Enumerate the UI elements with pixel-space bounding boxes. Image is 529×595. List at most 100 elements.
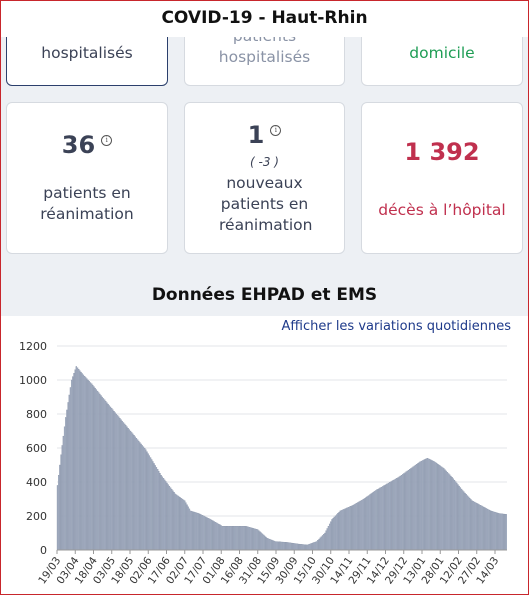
chart-bar [127, 428, 129, 551]
chart-bar [503, 513, 505, 551]
chart-bar [94, 387, 96, 551]
chart-bar [107, 403, 109, 551]
y-tick-label: 0 [40, 544, 47, 557]
chart-bar [379, 487, 381, 551]
chart-bar [95, 389, 98, 551]
chart-bar [381, 486, 384, 551]
chart-bar [284, 542, 286, 551]
chart-bar [116, 415, 119, 551]
chart-bar [111, 408, 113, 551]
toggle-daily-variations-link[interactable]: Afficher les variations quotidiennes [281, 319, 512, 334]
chart-bar [153, 463, 155, 551]
chart-bar [338, 511, 340, 551]
chart-bar [167, 484, 169, 551]
chart-bar [189, 510, 192, 551]
chart-bar [242, 526, 245, 551]
chart-bar [457, 484, 459, 551]
chart-bar [313, 542, 315, 551]
chart-bar [103, 399, 106, 551]
chart-bar [310, 543, 312, 551]
chart-bar [199, 513, 201, 551]
info-icon[interactable]: i [101, 135, 113, 146]
chart-bar [138, 440, 140, 551]
chart-bar [248, 527, 251, 551]
chart-bar [124, 423, 126, 551]
chart-bar [450, 475, 452, 551]
chart-bar [458, 485, 460, 551]
chart-bar [101, 396, 103, 551]
chart-bar [436, 463, 438, 551]
chart-bar [93, 386, 95, 551]
chart-bar [424, 459, 426, 551]
card-label: hospitalisés [218, 48, 311, 66]
chart-bar [367, 495, 370, 551]
chart-bar [378, 488, 380, 551]
chart-bar [114, 412, 116, 551]
chart-bar [195, 512, 198, 551]
chart-bar [452, 478, 454, 551]
card-label: domicile [409, 44, 475, 62]
chart-bar [275, 541, 278, 551]
chart-bar [75, 366, 77, 551]
chart-bar [360, 500, 363, 551]
card-deces-hopital[interactable]: 1 392 décès à l’hôpital [361, 102, 523, 254]
chart-bar [422, 460, 424, 551]
chart-bar [304, 544, 306, 551]
chart-bar [387, 482, 390, 551]
chart-bar [351, 505, 353, 551]
chart-bar [141, 445, 143, 551]
chart-bar [371, 492, 373, 551]
chart-bar [218, 524, 220, 551]
chart-bar [479, 505, 482, 551]
chart-bar [112, 409, 114, 551]
chart-bar [213, 521, 215, 551]
chart-bar [246, 526, 248, 551]
chart-bar [265, 536, 267, 551]
chart-bar [212, 520, 214, 551]
chart-bar [470, 499, 472, 551]
chart-bar [192, 511, 194, 551]
y-tick-label: 1200 [19, 340, 47, 353]
chart-bar [146, 451, 148, 551]
chart-bar [423, 459, 425, 551]
chart-bar [207, 518, 209, 551]
chart-bar [217, 523, 219, 551]
info-icon[interactable]: i [270, 125, 282, 136]
chart-bar [297, 543, 299, 551]
chart-bar [147, 453, 149, 551]
chart-bar [182, 499, 185, 551]
chart-bar [160, 475, 162, 551]
chart-bar [374, 490, 377, 551]
chart-bar [365, 497, 367, 551]
chart-bar [171, 489, 173, 551]
chart-bar [279, 541, 281, 551]
chart-bar [433, 461, 436, 551]
chart-bar [118, 416, 120, 551]
chart-bar [432, 460, 434, 551]
chart-bar [288, 542, 291, 551]
chart-bar [67, 402, 69, 551]
chart-bar [487, 509, 490, 551]
chart-bar [105, 401, 107, 551]
chart-bar [364, 497, 366, 551]
chart-bar [283, 541, 285, 551]
chart-bar [126, 426, 128, 551]
chart-bar [391, 480, 393, 551]
chart-bar [271, 539, 273, 551]
chart-bar [399, 475, 401, 551]
chart-bar [410, 468, 412, 551]
chart-bar [149, 457, 152, 551]
chart-bar [73, 373, 75, 551]
chart-bar [361, 499, 364, 551]
card-reanimation[interactable]: 36 i patients en réanimation [6, 102, 168, 254]
chart-bar [316, 541, 318, 551]
chart-bar [193, 511, 195, 551]
chart-bar [197, 512, 199, 551]
page-title: COVID-19 - Haut-Rhin [1, 1, 528, 37]
chart-bar [65, 417, 67, 551]
chart-bar [350, 506, 352, 551]
chart-bar [129, 430, 132, 551]
chart-bar [414, 464, 417, 551]
